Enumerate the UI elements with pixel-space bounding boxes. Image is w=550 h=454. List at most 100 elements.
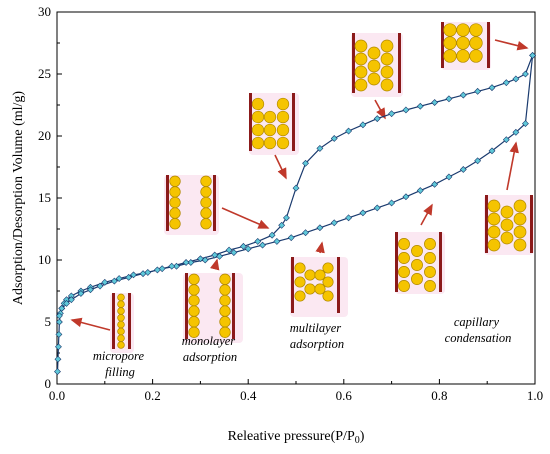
adsorption-marker <box>158 265 166 273</box>
y-tick-label: 30 <box>38 4 51 19</box>
annotation-multilayer-adsorption: multilayer adsorption <box>290 321 345 351</box>
adsorption-marker <box>316 224 324 232</box>
adsorbate-molecule <box>219 294 231 307</box>
adsorbate-molecule <box>411 273 423 285</box>
desorption-marker <box>196 255 204 263</box>
annotation-micropore-line2: filling <box>105 365 135 379</box>
pore-wall <box>441 22 444 68</box>
adsorption-marker <box>144 268 152 276</box>
adsorption-marker <box>101 278 109 286</box>
adsorbate-molecule <box>169 186 181 198</box>
adsorbate-molecule <box>263 123 277 137</box>
x-tick-label: 0.0 <box>49 388 65 403</box>
adsorbate-molecule <box>276 97 290 111</box>
annotation-micropore-filling: micropore filling <box>93 349 147 379</box>
adsorption-marker <box>488 147 496 155</box>
adsorbate-molecule <box>251 136 265 150</box>
adsorption-marker <box>187 259 195 266</box>
adsorption-marker <box>130 271 137 279</box>
desorption-marker <box>388 110 396 118</box>
x-tick-label: 1.0 <box>527 388 543 403</box>
adsorption-marker <box>55 343 62 351</box>
adsorbate-molecule <box>411 245 423 257</box>
adsorbate-molecule <box>322 276 334 288</box>
pointer-arrow <box>506 141 519 191</box>
desorption-marker <box>512 75 520 83</box>
adsorbate-molecule <box>322 262 334 274</box>
adsorbate-molecule <box>219 284 231 296</box>
adsorbate-molecule <box>169 218 181 230</box>
y-tick-label: 0 <box>45 376 52 391</box>
adsorbate-molecule <box>380 52 394 66</box>
desorption-marker <box>502 79 510 87</box>
pore-wall <box>337 257 340 313</box>
adsorbate-molecule <box>304 283 316 295</box>
adsorption-marker <box>431 180 439 188</box>
desorption-marker <box>58 304 66 312</box>
adsorbate-molecule <box>367 59 381 73</box>
desorption-marker <box>153 266 161 274</box>
adsorbate-molecule <box>411 259 423 271</box>
desorption-marker <box>373 115 381 123</box>
pointer-arrow <box>420 203 433 226</box>
adsorbate-molecule <box>117 327 125 336</box>
adsorption-marker <box>512 128 520 136</box>
desorption-marker <box>522 70 529 78</box>
pore-wall <box>439 232 442 292</box>
adsorption-marker <box>359 209 367 217</box>
adsorbate-molecule <box>469 23 483 37</box>
desorption-marker <box>488 84 496 92</box>
series-layer <box>54 51 537 376</box>
adsorbate-molecule <box>443 23 457 37</box>
adsorbate-molecule <box>200 175 212 187</box>
adsorbate-molecule <box>322 290 334 302</box>
adsorption-marker <box>244 245 252 253</box>
y-tick-label: 5 <box>45 314 52 329</box>
desorption-marker <box>459 91 467 99</box>
adsorbate-molecule <box>487 225 501 239</box>
adsorbate-molecule <box>188 294 200 307</box>
adsorbate-molecule <box>219 305 231 317</box>
adsorbate-molecule <box>398 238 410 250</box>
adsorbate-molecule <box>117 341 125 349</box>
adsorbate-molecule <box>487 199 501 213</box>
adsorbate-molecule <box>117 293 125 302</box>
adsorbate-molecule <box>424 252 436 264</box>
adsorbate-molecule <box>513 212 527 226</box>
adsorption-marker <box>522 120 529 128</box>
adsorption-marker <box>259 241 266 249</box>
adsorption-marker <box>273 237 281 245</box>
adsorbate-molecule <box>513 199 527 213</box>
adsorbate-molecule <box>304 269 316 281</box>
adsorbate-molecule <box>513 225 527 239</box>
x-tick-label: 0.4 <box>240 388 257 403</box>
desorption-marker <box>168 262 176 270</box>
adsorbate-molecule <box>188 284 200 296</box>
adsorbate-molecule <box>513 238 527 252</box>
desorption-line <box>58 55 534 316</box>
adsorption-marker <box>416 187 424 194</box>
y-axis-label: Adsorption/Desorption Volume (ml/g) <box>11 91 26 305</box>
pointer-arrow <box>210 258 220 271</box>
adsorption-marker <box>55 318 63 326</box>
adsorbate-molecule <box>380 65 394 79</box>
adsorption-marker <box>54 368 61 376</box>
annotation-capillary-line1: capillary <box>454 315 500 329</box>
adsorbate-molecule <box>314 269 326 281</box>
desorption-marker <box>254 237 262 245</box>
desorption-marker <box>87 286 94 294</box>
adsorbate-molecule <box>354 39 368 53</box>
adsorbate-molecule <box>219 326 231 338</box>
desorption-marker <box>63 299 70 307</box>
desorption-marker <box>211 251 219 259</box>
adsorption-marker <box>445 173 453 181</box>
adsorption-marker <box>287 234 295 242</box>
pore-wall <box>249 93 252 151</box>
desorption-marker <box>316 144 324 152</box>
adsorption-marker <box>373 204 381 212</box>
desorption-marker <box>125 273 133 281</box>
adsorbate-molecule <box>169 207 181 219</box>
adsorbate-molecule <box>251 123 265 137</box>
adsorption-marker <box>54 355 62 363</box>
desorption-marker <box>268 231 276 239</box>
